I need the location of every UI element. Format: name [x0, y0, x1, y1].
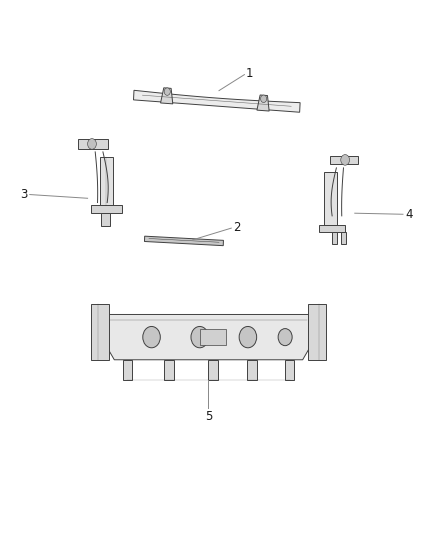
- Polygon shape: [330, 156, 358, 164]
- Polygon shape: [332, 232, 337, 244]
- Text: 3: 3: [20, 188, 27, 201]
- Polygon shape: [101, 213, 110, 226]
- Text: 2: 2: [233, 221, 240, 233]
- Polygon shape: [247, 360, 257, 380]
- Polygon shape: [123, 360, 132, 380]
- Polygon shape: [145, 236, 223, 246]
- Polygon shape: [208, 360, 218, 380]
- Polygon shape: [341, 232, 346, 244]
- Circle shape: [143, 326, 160, 348]
- Polygon shape: [91, 205, 122, 213]
- Polygon shape: [100, 157, 113, 205]
- Circle shape: [88, 139, 96, 149]
- Polygon shape: [164, 360, 174, 380]
- Polygon shape: [134, 90, 300, 112]
- Polygon shape: [319, 225, 345, 232]
- Polygon shape: [257, 95, 269, 111]
- Circle shape: [341, 155, 350, 165]
- Text: 1: 1: [246, 67, 254, 80]
- Polygon shape: [200, 329, 226, 345]
- Polygon shape: [285, 360, 294, 380]
- Polygon shape: [324, 172, 337, 225]
- Circle shape: [261, 95, 267, 102]
- Polygon shape: [91, 304, 109, 360]
- Circle shape: [239, 326, 257, 348]
- Polygon shape: [78, 139, 107, 149]
- Text: 4: 4: [405, 208, 413, 221]
- Polygon shape: [161, 88, 173, 104]
- Text: 5: 5: [205, 410, 212, 423]
- Circle shape: [164, 88, 170, 95]
- Polygon shape: [108, 314, 309, 360]
- Polygon shape: [308, 304, 326, 360]
- Circle shape: [278, 328, 292, 345]
- Circle shape: [191, 326, 208, 348]
